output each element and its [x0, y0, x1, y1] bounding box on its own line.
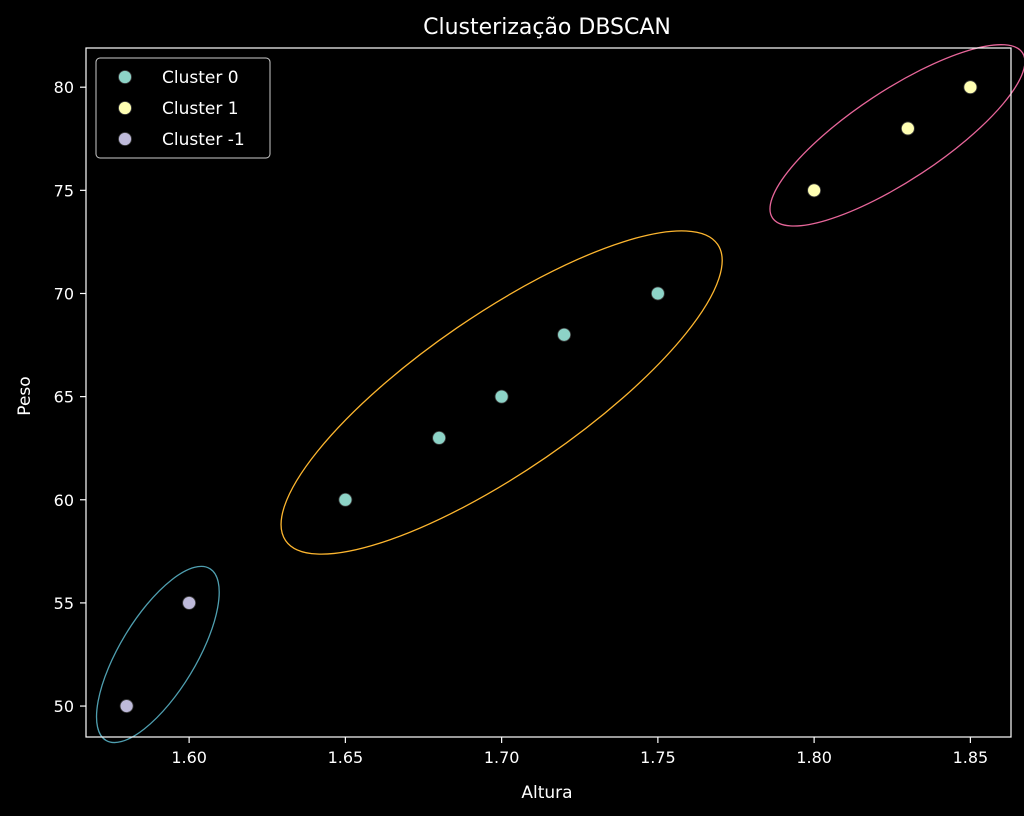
x-tick-label: 1.65	[328, 748, 364, 767]
legend: Cluster 0 Cluster 1 Cluster -1	[95, 57, 271, 159]
x-tick-label: 1.60	[171, 748, 207, 767]
data-point	[557, 327, 572, 342]
x-tick-label: 1.75	[640, 748, 676, 767]
y-tick-label: 75	[54, 181, 74, 200]
data-point	[650, 286, 665, 301]
cluster-outlines	[95, 44, 1024, 744]
y-tick-label: 70	[54, 284, 74, 303]
y-tick-label: 55	[54, 594, 74, 613]
y-tick-label: 80	[54, 78, 74, 97]
x-tick-label: 1.70	[484, 748, 520, 767]
legend-box	[95, 57, 271, 159]
data-point	[963, 80, 978, 95]
cluster-outline	[95, 565, 220, 744]
x-axis-title: Altura	[521, 783, 572, 803]
legend-marker	[118, 132, 132, 146]
data-point	[182, 596, 197, 610]
data-point	[807, 183, 822, 198]
data-point	[119, 699, 134, 713]
chart-title: Clusterização DBSCAN	[423, 15, 671, 40]
data-point	[338, 492, 353, 507]
x-tick-label: 1.85	[953, 748, 989, 767]
y-tick-label: 65	[54, 388, 74, 407]
y-tick-label: 60	[54, 491, 74, 510]
legend-marker	[118, 101, 132, 115]
data-point	[432, 430, 447, 445]
legend-marker	[118, 70, 132, 84]
legend-label: Cluster -1	[162, 130, 245, 150]
plot-frame	[85, 47, 1012, 738]
legend-label: Cluster 1	[162, 99, 239, 119]
y-axis: 50 55 60 65 70 75 80	[54, 78, 86, 716]
data-point	[494, 389, 509, 404]
x-axis: 1.60 1.65 1.70 1.75 1.80 1.85	[171, 737, 988, 767]
y-tick-label: 50	[54, 697, 74, 716]
x-tick-label: 1.80	[796, 748, 832, 767]
y-axis-title: Peso	[15, 376, 35, 415]
cluster-outline	[769, 44, 1024, 227]
cluster-outline	[280, 230, 723, 555]
legend-label: Cluster 0	[162, 68, 239, 88]
data-points	[119, 80, 978, 713]
data-point	[900, 121, 915, 136]
